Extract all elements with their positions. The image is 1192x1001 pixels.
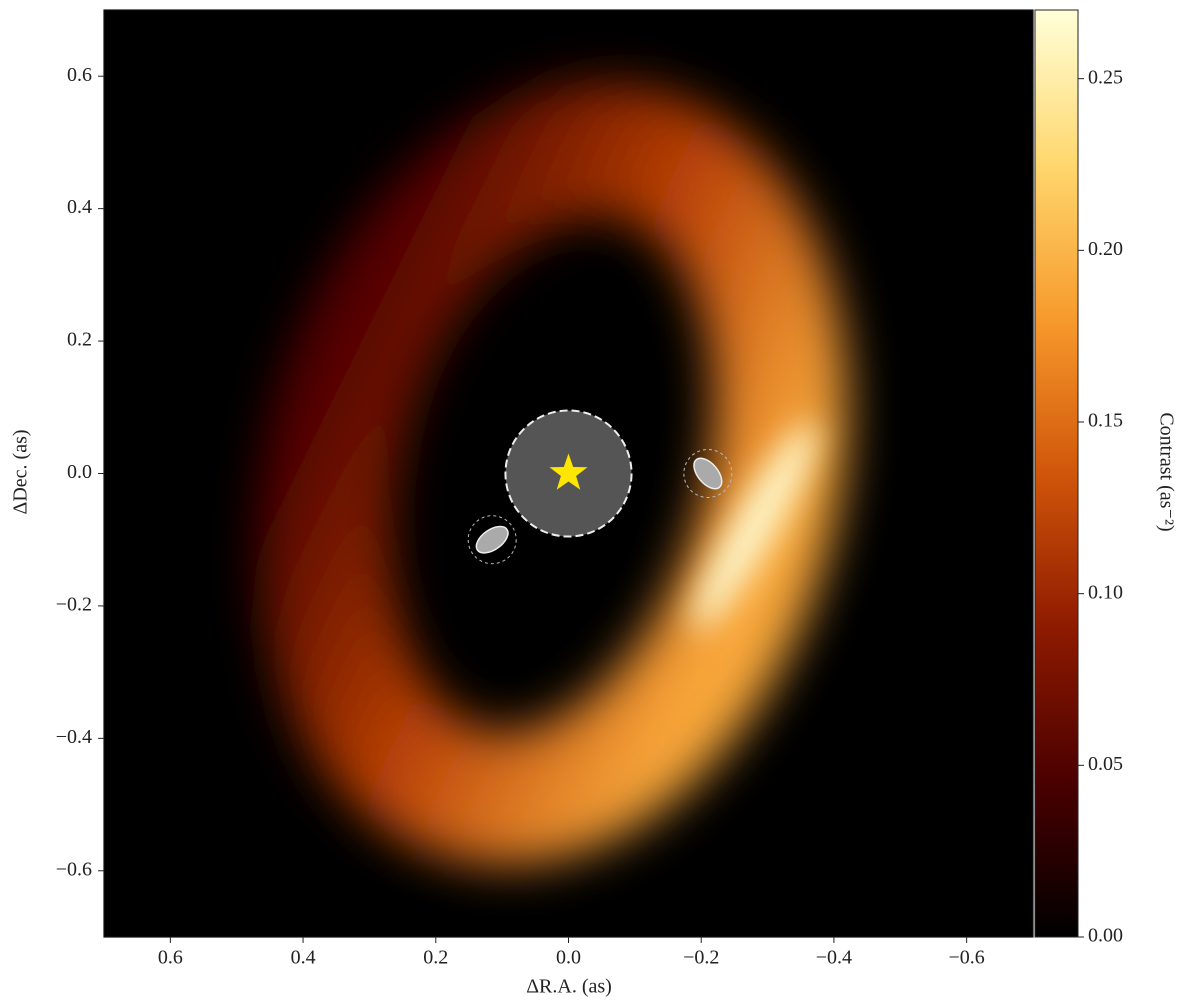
x-tick-label: −0.6 — [949, 947, 985, 969]
y-tick-label: 0.2 — [67, 329, 92, 351]
x-tick-label: −0.4 — [816, 947, 852, 969]
y-tick-label: −0.4 — [56, 726, 92, 748]
x-tick-label: −0.2 — [683, 947, 719, 969]
colorbar-tick-label: 0.25 — [1088, 66, 1123, 88]
colorbar-tick-label: 0.05 — [1088, 753, 1123, 775]
x-tick-label: 0.4 — [291, 947, 316, 969]
colorbar — [1035, 10, 1078, 937]
x-tick-label: 0.0 — [556, 947, 581, 969]
y-axis-label: ΔDec. (as) — [10, 429, 32, 514]
y-tick-label: −0.2 — [56, 594, 92, 616]
y-tick-label: 0.6 — [67, 64, 92, 86]
colorbar-tick-label: 0.00 — [1088, 925, 1123, 947]
colorbar-tick-label: 0.15 — [1088, 410, 1123, 432]
x-axis-label: ΔR.A. (as) — [526, 976, 612, 998]
y-tick-label: 0.4 — [67, 196, 92, 218]
y-tick-label: −0.6 — [56, 858, 92, 880]
colorbar-tick-label: 0.10 — [1088, 581, 1123, 603]
colorbar-label: Contrast (as⁻²) — [1155, 412, 1177, 531]
y-tick-label: 0.0 — [67, 461, 92, 483]
x-tick-label: 0.6 — [158, 947, 183, 969]
x-tick-label: 0.2 — [423, 947, 448, 969]
chart: ΔR.A. (as) ΔDec. (as) Contrast (as⁻²) 0.… — [0, 0, 1192, 1001]
colorbar-tick-label: 0.20 — [1088, 238, 1123, 260]
